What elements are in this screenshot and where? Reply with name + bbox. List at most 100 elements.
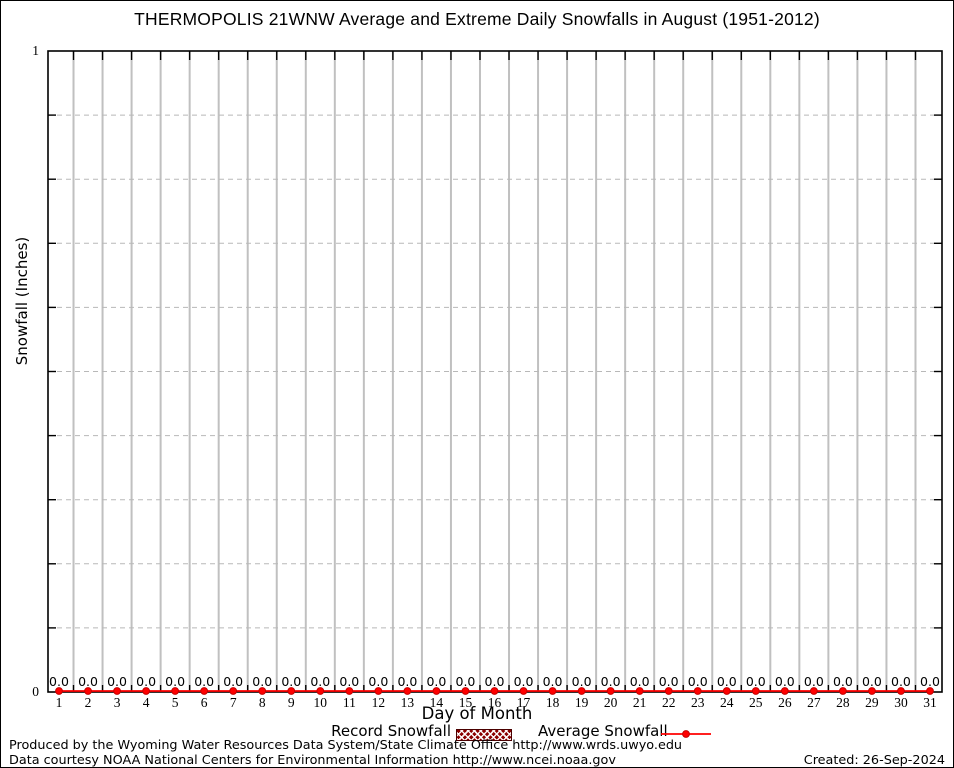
point-value-label: 0.0	[861, 674, 882, 689]
point-value-label: 0.0	[252, 674, 273, 689]
data-point-marker	[577, 687, 586, 695]
data-point-marker	[229, 687, 238, 695]
data-point-marker	[113, 687, 121, 695]
legend-label-average-snowfall: Average Snowfall	[538, 722, 668, 740]
x-tick-label: 12	[371, 695, 386, 710]
x-tick-label: 13	[400, 695, 415, 710]
data-point-marker	[780, 687, 789, 695]
data-point-marker	[839, 687, 847, 695]
x-tick-label: 18	[545, 695, 560, 710]
data-point-marker	[461, 687, 470, 695]
x-tick-label: 5	[171, 695, 179, 710]
data-point-marker	[664, 687, 673, 695]
data-point-marker	[722, 687, 731, 695]
point-value-label: 0.0	[49, 674, 69, 689]
footer-credit-line1: Produced by the Wyoming Water Resources …	[9, 738, 683, 753]
record-snowfall-hatched-swatch	[456, 729, 512, 741]
created-date: Created: 26-Sep-2024	[803, 753, 945, 768]
data-point-marker	[403, 687, 412, 695]
data-point-marker	[635, 687, 644, 695]
x-tick-label: 4	[142, 695, 150, 710]
x-axis-title: Day of Month	[421, 704, 533, 723]
data-point-marker	[171, 687, 180, 695]
chart-title: THERMOPOLIS 21WNW Average and Extreme Da…	[134, 9, 820, 29]
data-point-marker	[316, 687, 325, 695]
point-value-label: 0.0	[339, 674, 360, 689]
data-point-marker	[84, 687, 92, 695]
point-value-label: 0.0	[78, 674, 98, 689]
point-value-label: 0.0	[687, 674, 708, 689]
data-point-marker	[751, 687, 760, 695]
point-value-label: 0.0	[920, 674, 940, 689]
x-tick-label: 11	[342, 695, 356, 710]
x-tick-label: 21	[632, 695, 647, 710]
x-tick-label: 7	[229, 695, 237, 710]
x-tick-label: 20	[603, 695, 618, 710]
point-value-label: 0.0	[455, 674, 476, 689]
x-tick-label: 1	[55, 695, 63, 710]
point-value-label: 0.0	[542, 674, 563, 689]
point-value-label: 0.0	[310, 674, 331, 689]
data-point-marker	[868, 687, 876, 695]
data-point-marker	[200, 687, 209, 695]
point-value-label: 0.0	[426, 674, 447, 689]
data-point-marker	[345, 687, 354, 695]
point-value-label: 0.0	[629, 674, 650, 689]
point-value-label: 0.0	[716, 674, 737, 689]
data-point-marker	[374, 687, 383, 695]
data-point-marker	[287, 687, 296, 695]
point-value-label: 0.0	[194, 674, 215, 689]
x-tick-label: 14	[429, 695, 444, 710]
data-point-marker	[809, 687, 818, 695]
x-tick-label: 28	[836, 695, 850, 710]
y-tick-label-1: 1	[32, 43, 39, 58]
point-value-label: 0.0	[774, 674, 795, 689]
point-value-label: 0.0	[107, 674, 127, 689]
x-tick-label: 15	[458, 695, 473, 710]
footer-credit-line2: Data courtesy NOAA National Centers for …	[9, 753, 616, 768]
data-point-marker	[142, 687, 151, 695]
point-value-label: 0.0	[281, 674, 302, 689]
data-point-marker	[258, 687, 267, 695]
data-point-marker	[926, 687, 934, 695]
x-tick-label: 3	[113, 695, 121, 710]
x-tick-label: 17	[516, 695, 531, 710]
point-value-label: 0.0	[484, 674, 505, 689]
point-value-label: 0.0	[803, 674, 824, 689]
point-value-label: 0.0	[745, 674, 766, 689]
y-tick-label-0: 0	[32, 684, 39, 699]
point-value-label: 0.0	[136, 674, 157, 689]
x-tick-label: 29	[865, 695, 879, 710]
point-value-label: 0.0	[223, 674, 244, 689]
data-point-marker	[548, 687, 557, 695]
data-point-marker	[490, 687, 499, 695]
x-tick-label: 31	[923, 695, 937, 710]
point-value-label: 0.0	[165, 674, 186, 689]
point-value-label: 0.0	[397, 674, 418, 689]
data-point-marker	[693, 687, 702, 695]
x-tick-label: 22	[661, 695, 676, 710]
x-tick-label: 30	[894, 695, 908, 710]
data-point-marker	[606, 687, 615, 695]
point-value-label: 0.0	[571, 674, 592, 689]
x-tick-label: 10	[313, 695, 328, 710]
x-tick-label: 23	[690, 695, 705, 710]
x-tick-label: 9	[287, 695, 295, 710]
point-value-label: 0.0	[368, 674, 389, 689]
legend-label-record-snowfall: Record Snowfall	[331, 722, 451, 740]
data-point-marker	[55, 687, 63, 695]
x-tick-label: 24	[720, 695, 734, 710]
x-tick-label: 25	[749, 695, 763, 710]
point-value-label: 0.0	[513, 674, 534, 689]
x-tick-label: 8	[258, 695, 266, 710]
x-tick-label: 2	[84, 695, 92, 710]
x-tick-label: 26	[778, 695, 792, 710]
x-tick-label: 19	[574, 695, 589, 710]
data-point-marker	[432, 687, 441, 695]
average-snowfall-line-swatch	[661, 730, 711, 738]
x-tick-label: 16	[487, 695, 502, 710]
point-value-label: 0.0	[832, 674, 853, 689]
data-point-marker	[897, 687, 905, 695]
x-tick-label: 27	[807, 695, 821, 710]
